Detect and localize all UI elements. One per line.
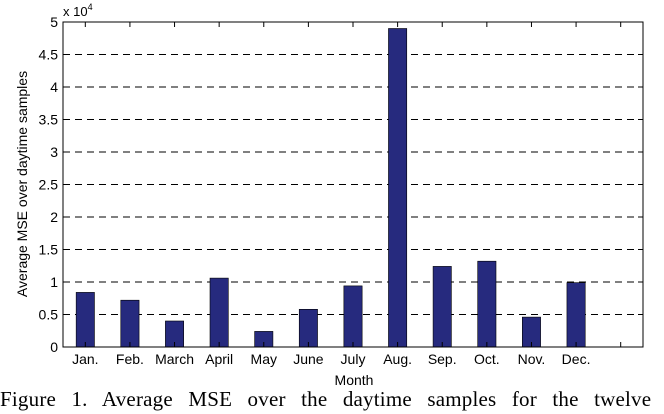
x-tick-label: Dec.: [562, 351, 591, 367]
bar: [343, 285, 363, 348]
x-tick-label: May: [251, 351, 277, 367]
x-tick-label: Aug.: [383, 351, 412, 367]
y-tick-label: 2.5: [39, 177, 59, 193]
y-multiplier-base: x 10: [63, 4, 88, 19]
x-tick-label: April: [205, 351, 233, 367]
x-tick-label: June: [293, 351, 324, 367]
y-multiplier-exponent: 4: [88, 2, 93, 12]
bar: [477, 260, 497, 348]
y-tick-label: 0.5: [39, 307, 59, 323]
y-tick-label: 1.5: [39, 242, 59, 258]
bar: [388, 28, 408, 348]
y-tick-label: 5: [50, 14, 58, 30]
bar: [209, 277, 229, 348]
x-tick-label: July: [341, 351, 366, 367]
y-tick-label: 1: [50, 274, 58, 290]
x-axis-ticks: Jan. Feb. March April May June July Aug. Sep. Oct…: [72, 22, 622, 367]
y-tick-label: 4.5: [39, 47, 59, 63]
y-tick-label: 4: [50, 79, 58, 95]
x-tick-label: Jan.: [72, 351, 98, 367]
bar: [120, 299, 140, 348]
y-tick-label: 3.5: [39, 112, 59, 128]
y-tick-label: 0: [50, 339, 58, 355]
y-axis-ticks: 0 0.5 1 1.5 2 2.5 3 3.5 4 4.5 5: [39, 14, 643, 355]
x-tick-label: Oct.: [474, 351, 500, 367]
gridlines: [63, 54, 643, 315]
bar: [298, 308, 318, 348]
bar: [75, 292, 95, 348]
y-multiplier: x 104: [63, 2, 93, 19]
y-tick-label: 3: [50, 144, 58, 160]
bars: [75, 28, 586, 348]
x-tick-label: Nov.: [518, 351, 546, 367]
bar: [432, 266, 452, 348]
bar: [566, 282, 586, 348]
figure-caption: Figure 1. Average MSE over the daytime s…: [0, 387, 652, 411]
y-tick-label: 2: [50, 209, 58, 225]
x-axis-label: Month: [335, 372, 374, 388]
x-tick-label: March: [155, 351, 194, 367]
x-tick-label: Sep.: [428, 351, 457, 367]
y-axis-label: Average MSE over daytime samples: [14, 71, 30, 297]
x-tick-label: Feb.: [116, 351, 144, 367]
